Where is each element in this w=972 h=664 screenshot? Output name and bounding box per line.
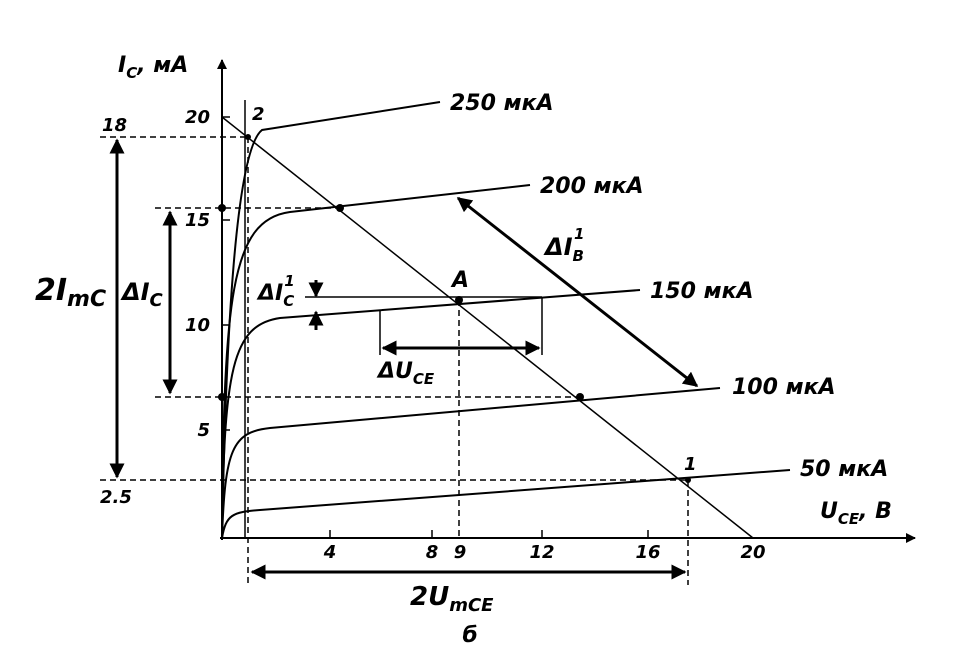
y-tick-label: 20 [185, 107, 210, 128]
label-sub: mCE [449, 595, 494, 616]
annotation: ΔIC 1 [256, 272, 295, 310]
x-tick-label: 8 [426, 542, 439, 563]
x-tick-label: 20 [740, 542, 765, 563]
annotation: 2ImC [35, 273, 106, 312]
label-unit: , B [858, 499, 892, 524]
characteristic-curves [221, 100, 791, 539]
left-mark: 18 [102, 115, 127, 136]
curve-label: 100 мкА [732, 375, 836, 400]
x-tick-label: 9 [454, 542, 467, 563]
annotation: ΔIC [120, 278, 164, 311]
label-sub: C [150, 290, 164, 311]
y-axis-label: IC, мА [118, 53, 188, 82]
annotation: ΔUCE [376, 359, 435, 388]
curve-label: 200 мкА [540, 174, 644, 199]
label-main: ΔI [120, 278, 150, 306]
x-axis-label: UCE, B [820, 499, 892, 528]
curve-label: 50 мкА [800, 457, 888, 482]
load-line [221, 116, 754, 539]
label-main: I [118, 53, 126, 78]
curve-label: 250 мкА [450, 91, 554, 116]
annotation: 2UmCE [410, 582, 494, 616]
point-label: 2 [252, 104, 265, 125]
left-mark: 2.5 [100, 487, 132, 508]
label-main: ΔU [376, 359, 413, 384]
label-sup: 1 [574, 225, 584, 243]
label-main: ΔI [543, 233, 573, 261]
label-main: 2U [410, 582, 449, 612]
label-sub: mC [67, 287, 106, 312]
label-main: 2I [35, 273, 67, 308]
y-tick-label: 5 [197, 420, 210, 441]
point-label: A [450, 268, 469, 293]
caption: б [462, 623, 477, 648]
x-tick-label: 16 [635, 542, 660, 563]
x-tick-label: 12 [529, 542, 554, 563]
point-label: 1 [684, 454, 697, 475]
label-main: ΔI [256, 281, 283, 306]
label-sub: CE [413, 370, 435, 388]
curve-label: 150 мкА [650, 279, 754, 304]
annotation: ΔIB 1 [543, 225, 584, 265]
label-sub: CE [838, 510, 860, 528]
label-sub: C [126, 64, 137, 82]
y-tick-label: 15 [185, 210, 210, 231]
label-sub: C [283, 292, 294, 310]
label-sup: 1 [284, 272, 294, 290]
dimension-arrows [109, 138, 699, 580]
label-sub: B [573, 247, 584, 265]
y-tick-label: 10 [185, 315, 210, 336]
label-unit: , мА [136, 53, 188, 78]
label-main: U [820, 499, 838, 524]
x-tick-label: 4 [323, 542, 337, 563]
